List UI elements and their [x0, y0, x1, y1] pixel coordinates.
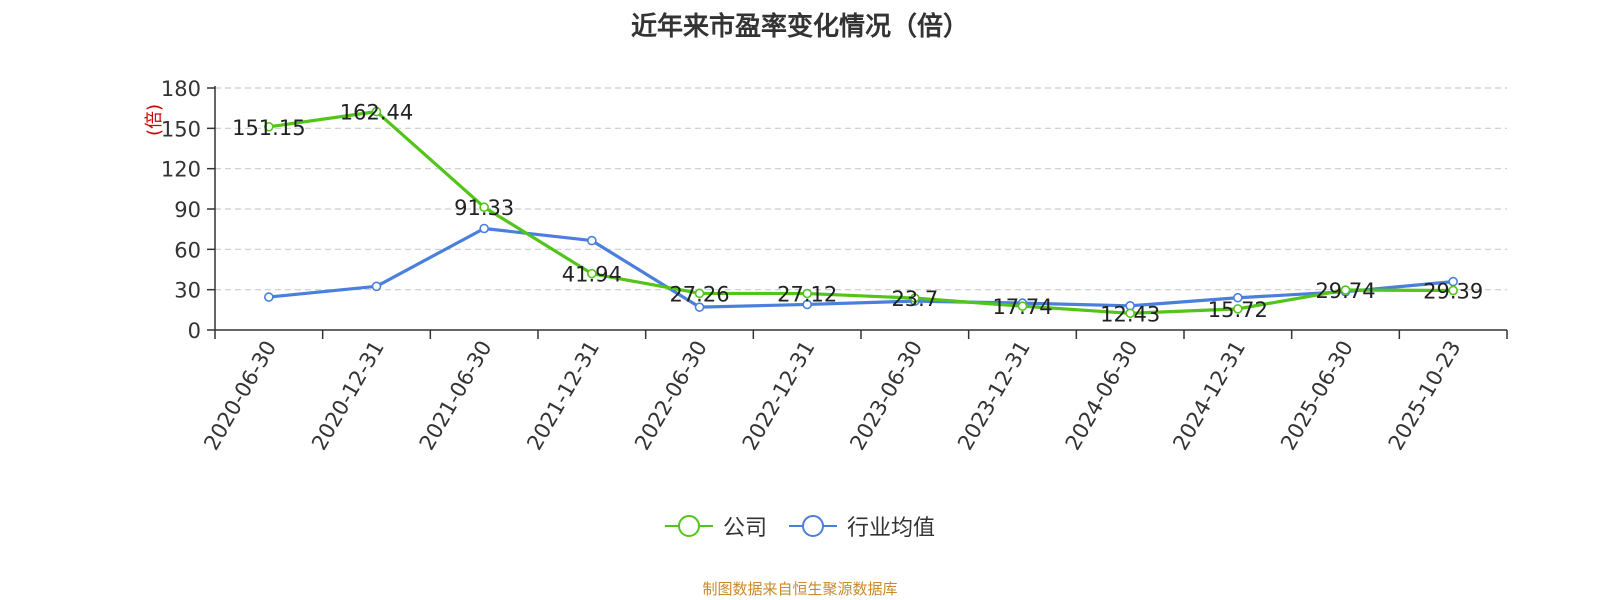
series-1-point-0: [264, 292, 274, 302]
chart-title: 近年来市盈率变化情况（倍）: [630, 12, 969, 42]
series-1-point-9: [1233, 292, 1243, 303]
x-tick-label-9: 2024-12-31: [1168, 337, 1250, 455]
data-label-10: 29.74: [1315, 279, 1375, 303]
data-label-1: 162.44: [340, 101, 413, 125]
series-1-point-11: [1448, 276, 1458, 287]
x-tick-label-5: 2022-12-31: [738, 337, 820, 455]
series-line-1: [268, 226, 1454, 309]
series-1-point-2: [479, 223, 489, 234]
x-tick-label-2: 2021-06-30: [415, 337, 497, 455]
x-tick-label-6: 2023-06-30: [845, 337, 927, 455]
x-tick-label-11: 2025-10-23: [1384, 337, 1466, 455]
series-0-point-11: [1448, 285, 1458, 296]
data-label-2: 91.33: [454, 196, 514, 220]
data-label-3: 41.94: [562, 263, 622, 287]
series-line-0: [268, 110, 1454, 315]
series-0-point-0: [264, 121, 274, 132]
y-tick-label-0: 0: [188, 319, 201, 343]
legend: 公司 行业均值: [0, 510, 1600, 542]
data-label-4: 27.26: [669, 282, 729, 306]
y-tick-label-1: 30: [174, 279, 201, 303]
legend-item-industry[interactable]: 行业均值: [789, 510, 935, 542]
source-note: 制图数据来自恒生聚源数据库: [702, 580, 898, 598]
series-0-point-7: [1017, 301, 1028, 311]
legend-label-company: 公司: [722, 516, 767, 541]
series-0-point-1: [371, 106, 382, 117]
legend-company-icon: [664, 515, 713, 537]
series-0-point-4: [694, 288, 705, 299]
data-label-5: 27.12: [777, 283, 837, 307]
x-tick-label-1: 2020-12-31: [307, 337, 389, 455]
series-0-point-10: [1340, 285, 1351, 295]
data-label-8: 12.43: [1100, 302, 1160, 326]
data-label-0: 151.15: [232, 116, 305, 140]
x-tick-label-4: 2022-06-30: [630, 337, 712, 455]
x-tick-label-8: 2024-06-30: [1061, 337, 1143, 455]
x-tick-label-7: 2023-12-31: [953, 337, 1035, 455]
legend-industry-icon: [789, 515, 837, 537]
x-tick-label-0: 2020-06-30: [199, 337, 281, 455]
legend-item-company[interactable]: 公司: [664, 510, 767, 542]
series-1-point-3: [587, 235, 597, 246]
x-tick-label-10: 2025-06-30: [1276, 337, 1358, 455]
y-tick-label-5: 150: [161, 117, 201, 141]
series-1-point-5: [802, 299, 812, 310]
data-label-6: 23.7: [891, 287, 938, 311]
y-axis-label: (倍): [144, 104, 165, 136]
series-0-point-9: [1233, 304, 1243, 314]
series-0-point-8: [1125, 308, 1135, 319]
y-tick-label-6: 180: [161, 77, 201, 101]
series-0-point-2: [479, 202, 489, 213]
series-0-point-5: [802, 288, 812, 299]
y-tick-label-2: 60: [174, 238, 201, 262]
series-0-point-3: [587, 268, 597, 279]
series-0-point-6: [910, 293, 920, 303]
data-label-9: 15.72: [1208, 298, 1268, 322]
y-tick-label-3: 90: [174, 198, 201, 222]
y-tick-label-4: 120: [161, 158, 201, 182]
data-label-11: 29.39: [1423, 279, 1483, 303]
data-label-7: 17.74: [992, 295, 1052, 319]
legend-label-industry: 行业均值: [847, 516, 936, 541]
series-1-point-4: [694, 302, 705, 312]
series-1-point-1: [371, 281, 382, 292]
x-tick-label-3: 2021-12-31: [522, 337, 604, 455]
